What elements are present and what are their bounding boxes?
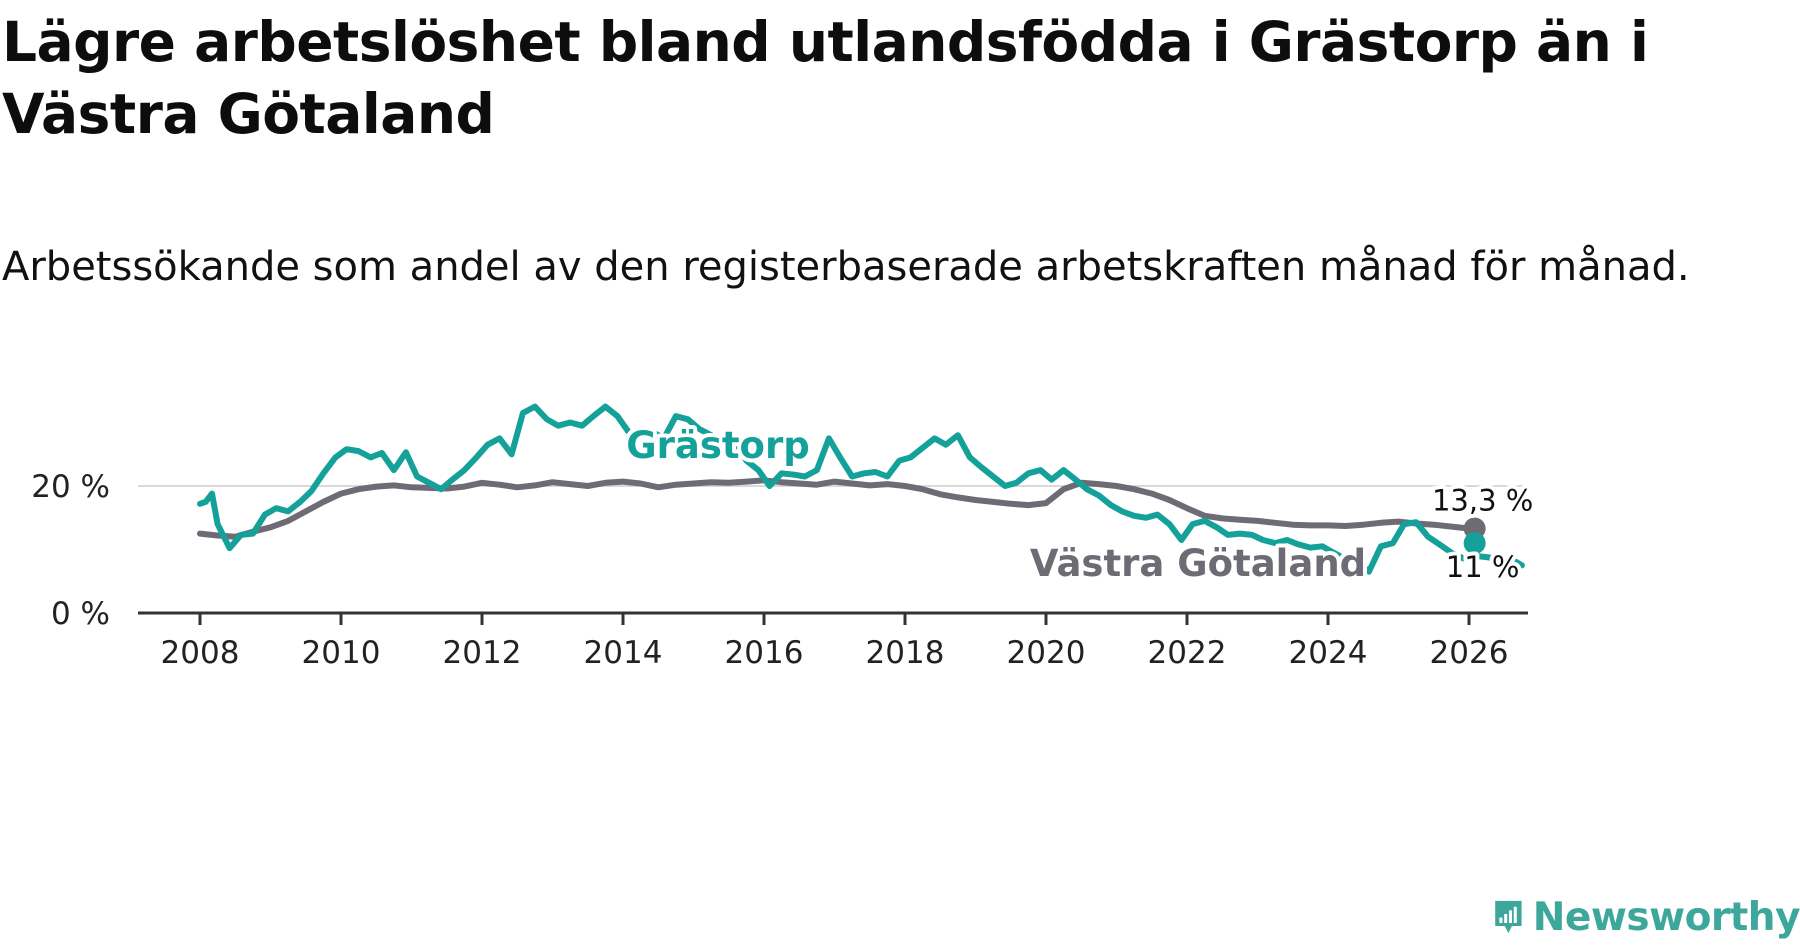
axis-layer: 0 % 20 % 2008 2010 2012 2014 2016 2018 2020 2022 2… (31, 469, 1528, 671)
series-line-vastra-gotaland (197, 477, 1472, 540)
label-layer: 13,3 % 11 % Grästorp Västra Götaland (622, 420, 1537, 589)
chart-title: Lägre arbetslöshet bland utlandsfödda i … (2, 10, 1649, 146)
x-tick-label: 2008 (161, 635, 240, 671)
end-label-grastorp: 11 % (1446, 550, 1520, 584)
x-tick-label: 2020 (1007, 635, 1086, 671)
x-tick-label: 2010 (302, 635, 381, 671)
chart-subtitle: Arbetssökande som andel av den registerb… (2, 244, 1690, 290)
newsworthy-logo: Newsworthy (1494, 888, 1800, 946)
x-tick-label: 2024 (1289, 635, 1368, 671)
newsworthy-logo-icon (1495, 900, 1522, 934)
y-tick-label: 20 % (31, 469, 110, 505)
x-tick-label: 2014 (584, 635, 663, 671)
x-tick-label: 2018 (866, 635, 945, 671)
brand-name: Newsworthy (1532, 894, 1800, 940)
y-tick-label: 0 % (51, 596, 110, 632)
x-tick-label: 2012 (443, 635, 522, 671)
x-tick-label: 2026 (1430, 635, 1509, 671)
x-tick-label: 2016 (725, 635, 804, 671)
series-label-vastra-gotaland: Västra Götaland (1030, 542, 1366, 585)
series-label-grastorp: Grästorp (626, 424, 809, 467)
x-tick-label: 2022 (1148, 635, 1227, 671)
end-dot-grastorp (1463, 532, 1486, 555)
series-layer (197, 403, 1525, 575)
end-label-vastra-gotaland: 13,3 % (1432, 484, 1533, 518)
series-line-grastorp (197, 403, 1525, 575)
